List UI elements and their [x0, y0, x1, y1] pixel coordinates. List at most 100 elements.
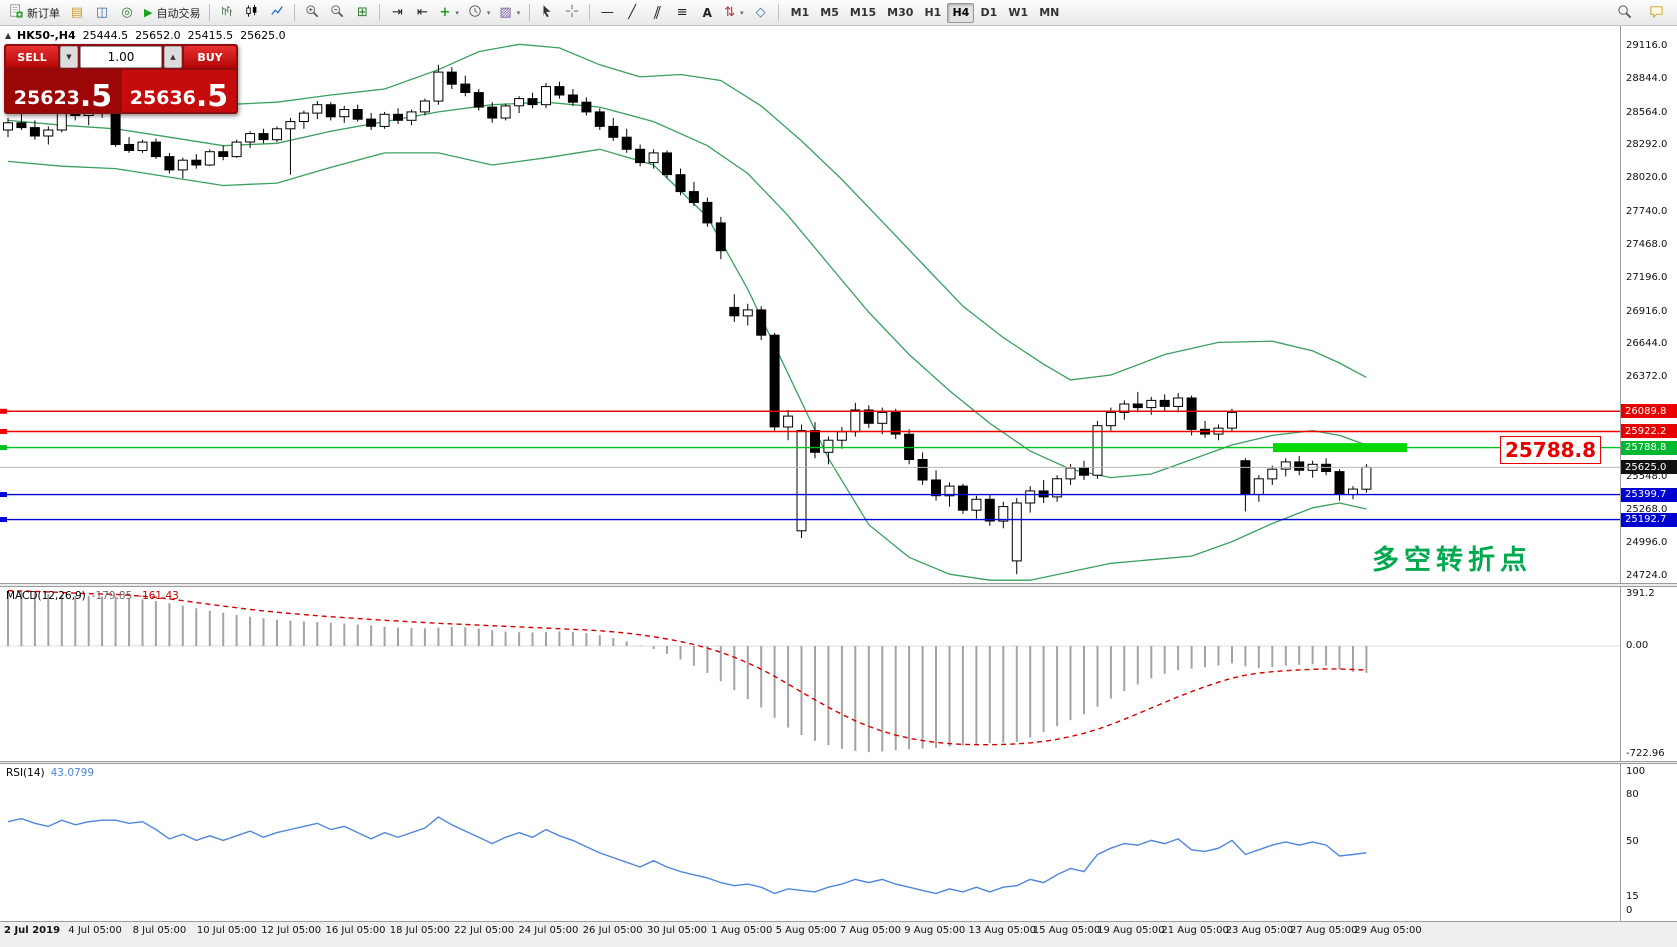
buy-price-main: 25636: [129, 87, 196, 110]
oneclick-collapse-toggle[interactable]: ▲: [5, 31, 12, 40]
price-axis-label: 27468.0: [1626, 238, 1668, 250]
timeframe-h1[interactable]: H1: [924, 6, 942, 19]
time-axis-label: 1 Aug 05:00: [711, 925, 773, 936]
line-chart-icon: [270, 4, 284, 21]
rsi-name: RSI(14): [6, 767, 45, 779]
zoom-out-button[interactable]: [325, 2, 349, 24]
price-axis-label: 26372.0: [1626, 371, 1668, 383]
price-badge: 25625.0: [1621, 460, 1677, 475]
price-badge: 26089.8: [1621, 404, 1677, 419]
trendline-tool-button[interactable]: ╱: [620, 2, 644, 24]
sell-button[interactable]: SELL: [6, 46, 58, 68]
fibonacci-tool-button[interactable]: ≡: [670, 2, 694, 24]
timeframe-group: M1 M5 M15 M30 H1 H4 D1 W1 MN: [786, 2, 1065, 23]
chat-icon: [1649, 4, 1664, 22]
search-icon: [1617, 4, 1632, 22]
buy-price-pips: .5: [195, 78, 229, 114]
indicators-button[interactable]: + ▾: [435, 2, 462, 24]
timeframe-h4[interactable]: H4: [947, 2, 975, 23]
highlight-band[interactable]: [1273, 443, 1407, 453]
crosshair-button[interactable]: [560, 2, 584, 24]
periods-button[interactable]: ▾: [464, 2, 495, 24]
rsi-chart[interactable]: [0, 764, 1620, 921]
toolbar-separator: [209, 4, 211, 21]
cursor-button[interactable]: [535, 2, 559, 24]
templates-button[interactable]: ▨ ▾: [495, 2, 524, 24]
shapes-tool-icon: ◇: [755, 5, 766, 20]
volume-increase-button[interactable]: ▲: [164, 46, 182, 68]
time-axis-label: 7 Aug 05:00: [839, 925, 901, 936]
chat-button[interactable]: [1644, 2, 1668, 24]
volume-input[interactable]: 1.00: [80, 46, 162, 68]
turning-point-note[interactable]: 多空转折点: [1372, 545, 1532, 576]
toolbar-separator: [777, 4, 779, 21]
ohlc-high: 25652.0: [135, 29, 181, 42]
price-axis-label: 29116.0: [1626, 40, 1668, 51]
text-tool-icon: A: [702, 5, 712, 20]
timeframe-m5[interactable]: M5: [820, 6, 839, 19]
chart-shift-icon: ⇤: [417, 5, 428, 20]
new-order-button[interactable]: 新订单: [5, 2, 64, 24]
timeframe-d1[interactable]: D1: [980, 6, 998, 19]
timeframe-m30[interactable]: M30: [887, 6, 914, 19]
zoom-out-icon: [330, 4, 344, 21]
price-chart[interactable]: [0, 26, 1620, 583]
sell-price-tile[interactable]: 25623.5: [6, 70, 120, 112]
price-axis-label: 26916.0: [1626, 305, 1668, 317]
buy-button[interactable]: BUY: [184, 46, 236, 68]
chevron-down-icon: ▾: [740, 8, 744, 17]
text-tool-button[interactable]: A: [695, 2, 719, 24]
chevron-down-icon: ▾: [516, 8, 521, 17]
arrows-tool-button[interactable]: ⇅ ▾: [720, 2, 747, 24]
macd-chart[interactable]: [0, 587, 1620, 761]
price-callout-label[interactable]: 25788.8: [1500, 436, 1601, 464]
toolbar-separator: [529, 4, 531, 21]
auto-scroll-button[interactable]: ⇥: [385, 2, 409, 24]
volume-decrease-button[interactable]: ▼: [60, 46, 78, 68]
horizontal-line-icon: —: [600, 5, 614, 20]
price-badge: 25922.2: [1621, 424, 1677, 439]
chart-shift-button[interactable]: ⇤: [410, 2, 434, 24]
panel-separator[interactable]: [0, 761, 1677, 764]
navigator-button[interactable]: ◎: [115, 2, 139, 24]
bollinger-lower: [7, 148, 1367, 581]
channel-tool-button[interactable]: ∥: [645, 2, 669, 24]
time-axis-label: 2 Jul 2019: [4, 925, 61, 936]
buy-price-tile[interactable]: 25636.5: [122, 70, 236, 112]
market-watch-button[interactable]: ▤: [65, 2, 89, 24]
arrows-tool-icon: ⇅: [724, 5, 736, 20]
line-chart-button[interactable]: [265, 2, 289, 24]
shapes-tool-button[interactable]: ◇: [749, 2, 773, 24]
zoom-in-button[interactable]: [300, 2, 324, 24]
candlestick-chart-button[interactable]: [240, 2, 264, 24]
time-axis-label: 8 Jul 05:00: [132, 925, 187, 936]
autotrading-button[interactable]: ▶ 自动交易: [140, 2, 204, 24]
tile-windows-button[interactable]: ⊞: [350, 2, 374, 24]
timeframe-m15[interactable]: M15: [849, 6, 877, 19]
tile-windows-icon: ⊞: [357, 5, 368, 20]
price-axis-label: 26644.0: [1626, 338, 1668, 350]
time-axis-label: 30 Jul 05:00: [647, 925, 707, 936]
time-axis-label: 10 Jul 05:00: [196, 925, 257, 936]
time-axis-label: 5 Aug 05:00: [775, 925, 837, 936]
panel-separator[interactable]: [0, 583, 1677, 587]
price-axis-label: 27196.0: [1626, 271, 1668, 283]
time-axis[interactable]: [0, 921, 1677, 947]
horizontal-line-tool-button[interactable]: —: [595, 2, 619, 24]
timeframe-mn[interactable]: MN: [1039, 6, 1060, 19]
data-window-button[interactable]: ◫: [90, 2, 114, 24]
line-anchor: [0, 492, 7, 498]
time-axis-label: 9 Aug 05:00: [904, 925, 966, 936]
timeframe-w1[interactable]: W1: [1008, 6, 1029, 19]
search-button[interactable]: [1612, 2, 1636, 24]
market-watch-icon: ▤: [70, 5, 84, 20]
crosshair-icon: [565, 4, 579, 21]
timeframe-m1[interactable]: M1: [790, 6, 810, 19]
time-axis-label: 16 Jul 05:00: [325, 925, 386, 936]
toolbar-separator: [589, 4, 591, 21]
macd-name: MACD(12,26,9): [6, 590, 86, 602]
candlestick-chart-icon: [245, 4, 259, 21]
bar-chart-button[interactable]: [215, 2, 239, 24]
price-axis-label: 25548.0: [1626, 470, 1668, 482]
